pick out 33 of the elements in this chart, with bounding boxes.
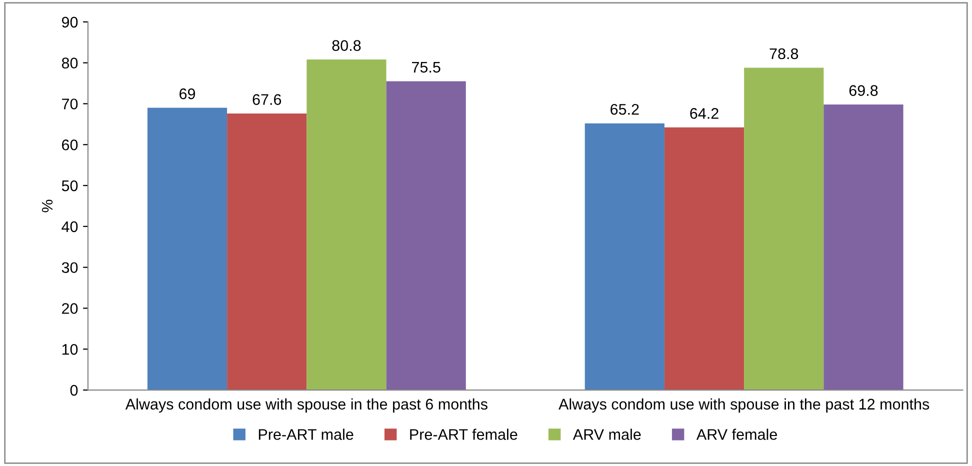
data-label: 64.2 bbox=[690, 108, 718, 119]
data-label: 69.8 bbox=[849, 85, 878, 96]
y-tick-label: 90 bbox=[62, 16, 78, 28]
y-tick-label: 40 bbox=[62, 221, 78, 232]
y-tick-label: 20 bbox=[62, 303, 78, 314]
bar bbox=[744, 68, 824, 390]
bar bbox=[824, 104, 904, 390]
y-tick-label: 60 bbox=[62, 139, 78, 150]
bar bbox=[664, 127, 744, 390]
bar bbox=[227, 114, 307, 390]
y-tick-label: 70 bbox=[62, 98, 78, 110]
bar bbox=[386, 81, 466, 390]
data-label: 75.5 bbox=[412, 62, 440, 73]
data-label: 69 bbox=[180, 88, 196, 100]
data-label: 80.8 bbox=[332, 40, 361, 51]
legend-label: Pre-ART male bbox=[258, 428, 354, 440]
bar bbox=[584, 123, 664, 390]
legend-label: Pre-ART female bbox=[410, 428, 518, 440]
data-label: 65.2 bbox=[610, 104, 639, 115]
x-tick-label: Always condom use with spouse in the past 6 months bbox=[125, 398, 488, 413]
x-tick-label: Always condom use with spouse in the past 12 months bbox=[558, 398, 930, 413]
data-label: 67.6 bbox=[252, 94, 282, 105]
legend-label: ARV male bbox=[572, 428, 641, 440]
y-tick-label: 10 bbox=[62, 344, 78, 355]
y-tick-label: 0 bbox=[70, 384, 78, 396]
data-label: 78.8 bbox=[770, 48, 798, 60]
y-tick-label: 80 bbox=[62, 58, 78, 68]
legend-label: ARV female bbox=[696, 428, 777, 440]
y-tick-label: 30 bbox=[62, 262, 78, 274]
y-tick-label: 50 bbox=[62, 180, 78, 192]
y-axis-title: % bbox=[42, 200, 53, 212]
bar bbox=[147, 108, 228, 390]
bar bbox=[306, 60, 386, 390]
